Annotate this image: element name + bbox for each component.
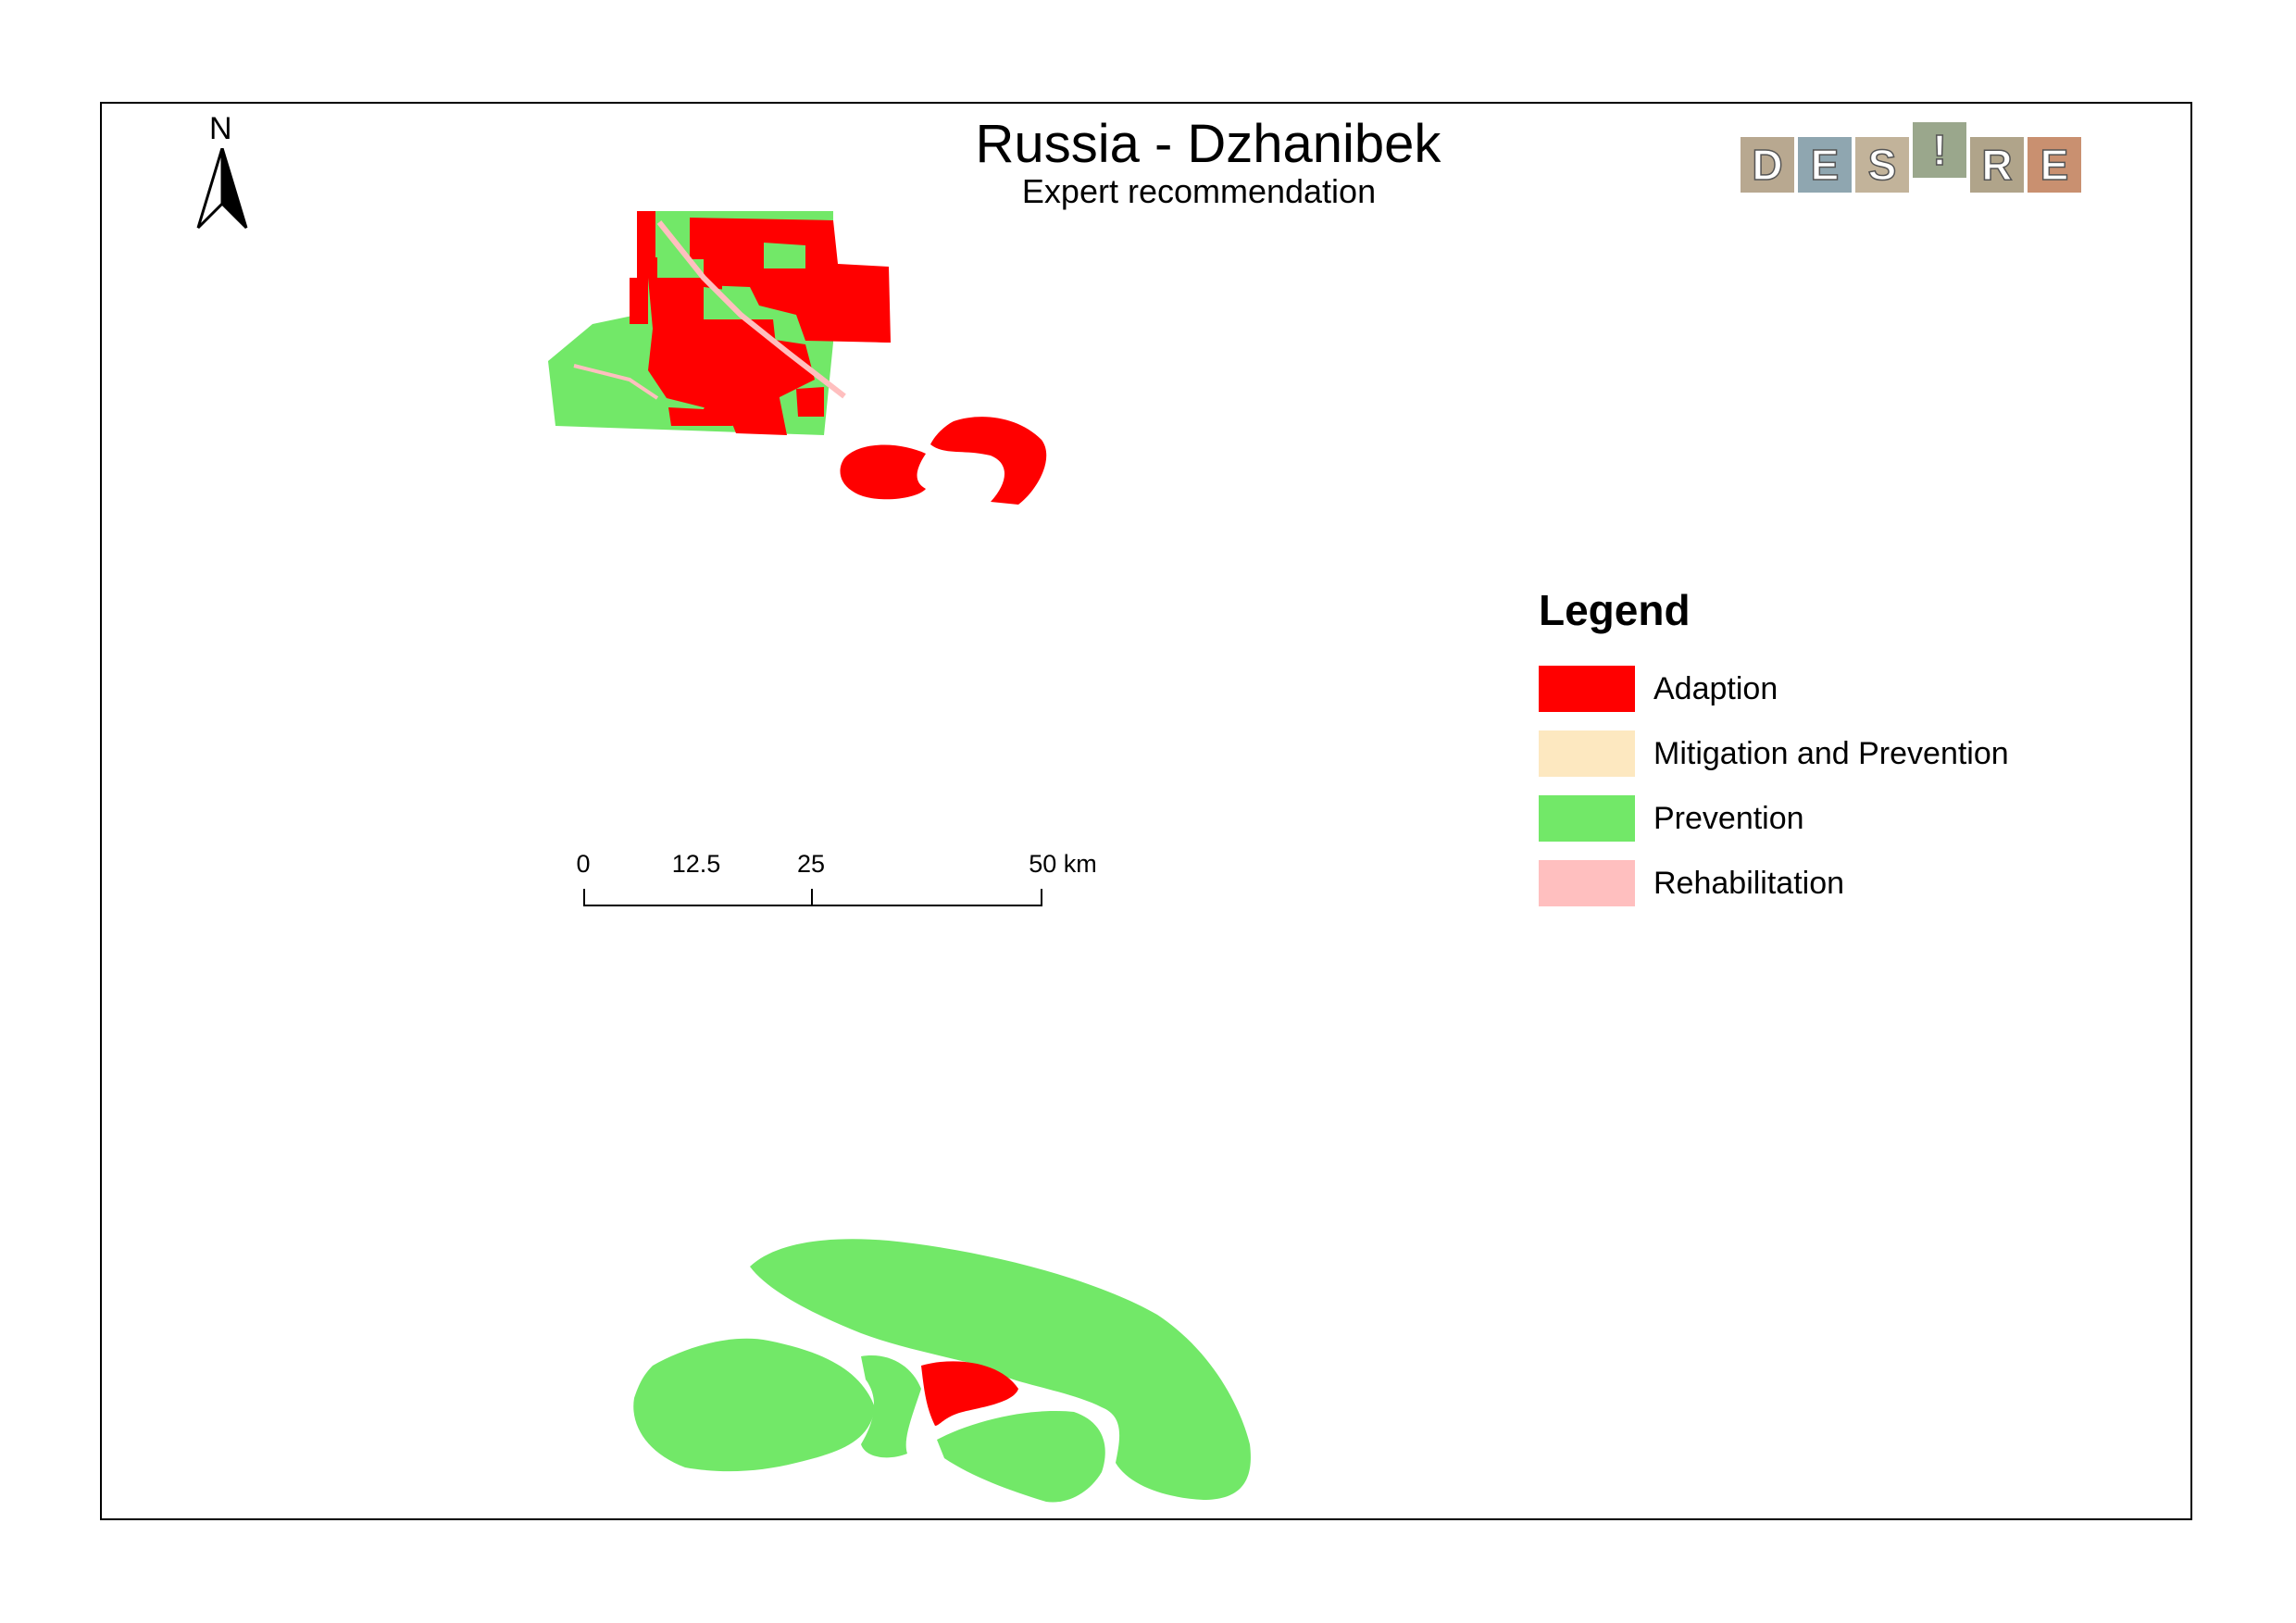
logo-letter: D	[1752, 141, 1782, 189]
north-arrow-icon	[196, 148, 248, 230]
rehabilitation-streak	[573, 364, 659, 400]
prevention-area	[657, 243, 690, 278]
prevention-area	[750, 1239, 1251, 1500]
map-frame	[100, 102, 2192, 1520]
scale-label: 0	[576, 850, 591, 878]
scale-label: 25	[796, 850, 826, 878]
adaption-area	[840, 444, 926, 500]
scale-bar	[583, 889, 1042, 906]
adaption-area	[668, 333, 815, 426]
rehabilitation-streak	[656, 220, 846, 399]
prevention-area	[937, 1411, 1105, 1503]
prevention-area	[764, 243, 805, 268]
prevention-area	[633, 1338, 875, 1472]
logo-letter: !	[1932, 126, 1946, 174]
logo-letter: E	[1811, 141, 1840, 189]
legend-title: Legend	[1539, 586, 1691, 634]
desire-logo: D E S ! R E	[1741, 122, 2081, 193]
adaption-area	[921, 1361, 1018, 1426]
legend-item-mitigation: Mitigation and Prevention	[1539, 730, 2009, 778]
south-region	[633, 1239, 1251, 1503]
map-title: Russia - Dzhanibek	[975, 114, 1441, 174]
adaption-area	[930, 417, 1047, 505]
prevention-area	[861, 1355, 921, 1458]
logo-letter: R	[1981, 141, 2012, 189]
legend-swatch	[1539, 795, 1635, 842]
legend-label: Rehabilitation	[1653, 865, 1845, 901]
legend-label: Adaption	[1653, 670, 1778, 706]
legend-swatch	[1539, 730, 1635, 777]
legend-item-prevention: Prevention	[1539, 794, 1804, 843]
scale-label: 12.5	[671, 850, 721, 878]
map-subtitle: Expert recommendation	[1021, 172, 1377, 210]
adaption-area	[630, 211, 676, 324]
legend-swatch	[1539, 860, 1635, 906]
north-region	[548, 211, 1047, 505]
legend-item-adaption: Adaption	[1539, 665, 1778, 713]
legend-label: Prevention	[1653, 800, 1804, 836]
prevention-area	[704, 287, 741, 319]
logo-letter: E	[2040, 141, 2069, 189]
north-label: N	[209, 111, 232, 146]
legend-label: Mitigation and Prevention	[1653, 735, 2009, 771]
adaption-area	[722, 389, 787, 435]
logo-letter: S	[1868, 141, 1897, 189]
adaption-area	[833, 268, 889, 343]
adaption-area	[796, 387, 824, 417]
scale-label: 50 km	[1029, 850, 1097, 878]
legend-swatch	[1539, 666, 1635, 712]
legend-item-rehabilitation: Rehabilitation	[1539, 859, 1844, 907]
